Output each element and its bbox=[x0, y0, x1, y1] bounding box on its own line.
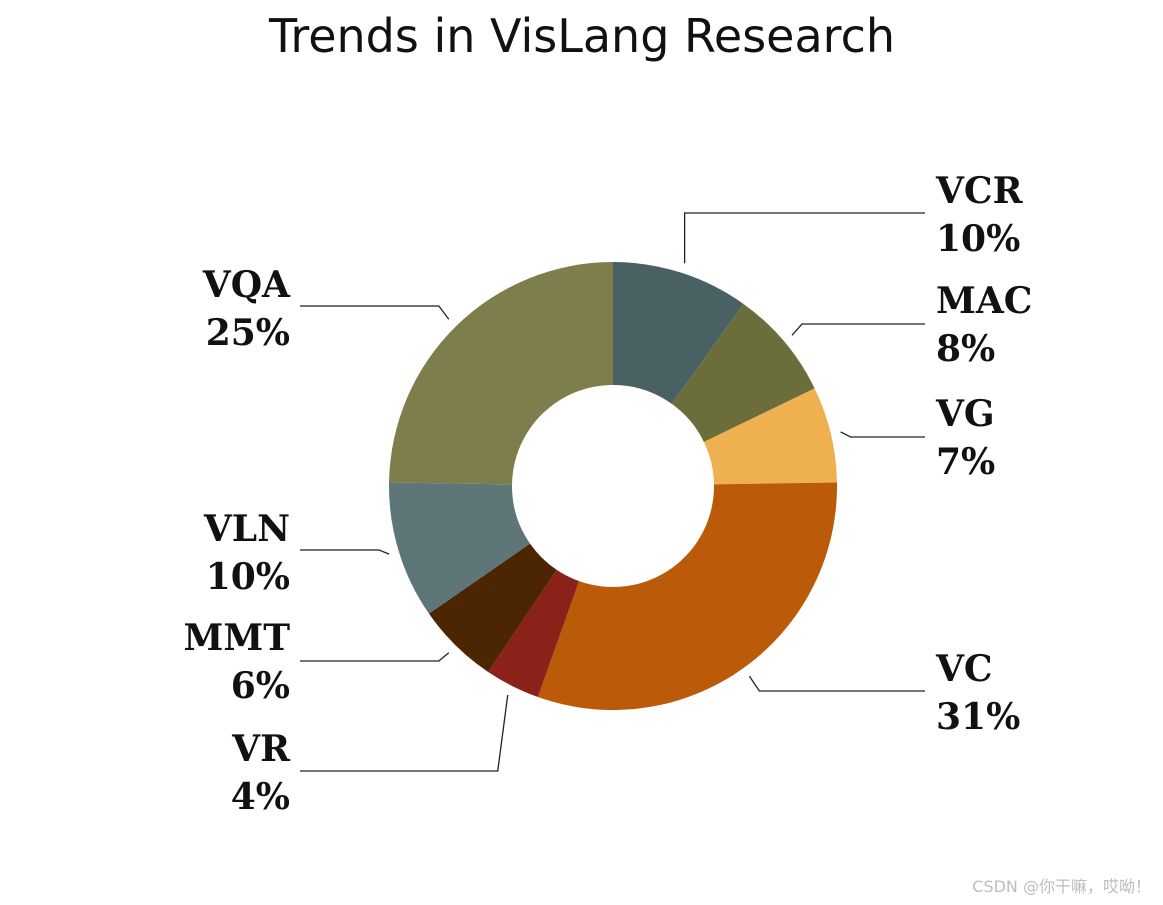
leader-line-mmt bbox=[300, 652, 450, 662]
slice-mac bbox=[671, 303, 815, 442]
slice-vr bbox=[488, 569, 580, 698]
slice-label-vg: VG bbox=[935, 393, 995, 435]
slice-vg bbox=[703, 388, 837, 485]
slice-percent-vcr: 10% bbox=[936, 218, 1020, 260]
leader-line-vg bbox=[840, 431, 925, 438]
slice-vcr bbox=[613, 262, 744, 404]
slice-label-vqa: VQA bbox=[202, 264, 291, 306]
slice-percent-vg: 7% bbox=[936, 441, 995, 483]
leader-line-vc bbox=[748, 675, 925, 692]
slice-percent-mac: 8% bbox=[936, 328, 995, 370]
slice-percent-vr: 4% bbox=[231, 776, 290, 818]
slice-label-mac: MAC bbox=[936, 280, 1032, 322]
leader-line-vln bbox=[300, 549, 390, 555]
slice-percent-vqa: 25% bbox=[206, 312, 290, 354]
slices-layer bbox=[389, 262, 837, 711]
slice-label-vc: VC bbox=[935, 648, 993, 690]
slice-vln bbox=[389, 482, 531, 614]
slice-label-mmt: MMT bbox=[184, 617, 291, 659]
slice-vqa bbox=[389, 262, 613, 485]
slice-label-vln: VLN bbox=[203, 508, 290, 550]
leader-line-vqa bbox=[300, 305, 450, 320]
leader-line-vcr bbox=[683, 212, 925, 264]
leader-lines-layer bbox=[300, 212, 925, 772]
watermark: CSDN @你干嘛，哎呦！ bbox=[972, 877, 1151, 896]
slice-vc bbox=[537, 482, 837, 711]
chart-title: Trends in VisLang Research bbox=[268, 9, 895, 63]
leader-line-vr bbox=[300, 694, 509, 772]
slice-percent-vc: 31% bbox=[936, 696, 1020, 738]
labels-layer: VCR 10% MAC 8% VG 7% VC 31% VR 4% MMT 6% VLN 10% VQA 25… bbox=[184, 170, 1033, 818]
slice-percent-vln: 10% bbox=[206, 556, 290, 598]
slice-label-vcr: VCR bbox=[935, 170, 1024, 212]
slice-percent-mmt: 6% bbox=[231, 665, 290, 707]
slice-label-vr: VR bbox=[231, 728, 291, 770]
slice-mmt bbox=[428, 543, 557, 673]
leader-line-mac bbox=[791, 323, 925, 336]
